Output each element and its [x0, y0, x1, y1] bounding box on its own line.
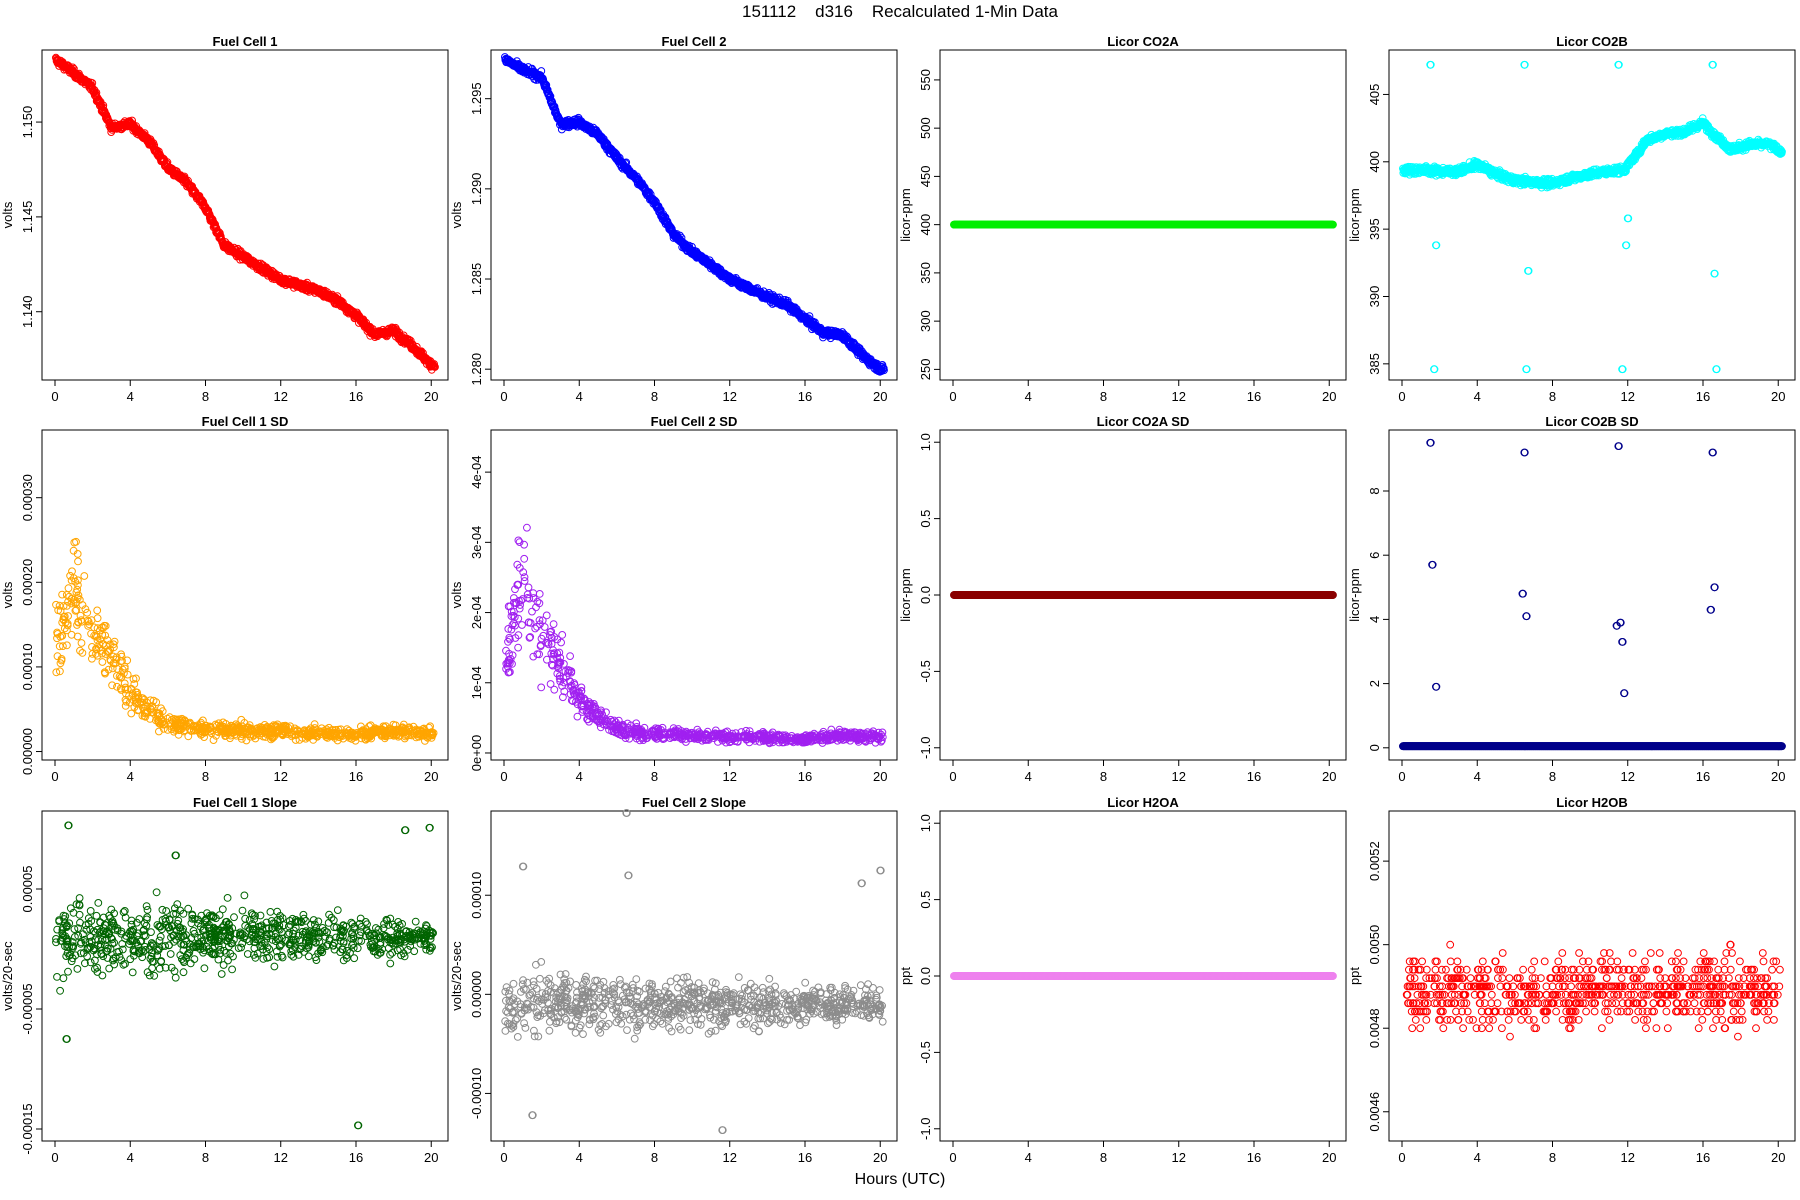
panel-1: Fuel Cell 2 0 4 8 12 16 20 1.280 1.285 1.290 1.295…	[449, 34, 898, 404]
panel-title: Fuel Cell 1 SD	[202, 414, 289, 429]
x-tick-label: 16	[349, 769, 363, 784]
panel-4: Fuel Cell 1 SD 0 4 8 12 16 20 0.00000 0.00010 0.0…	[0, 414, 449, 784]
data-point	[92, 88, 101, 97]
x-tick-label: 8	[202, 389, 209, 404]
x-tick-label: 8	[1100, 389, 1107, 404]
x-tick-label: 4	[127, 769, 134, 784]
x-tick-label: 20	[1771, 389, 1785, 404]
x-tick-label: 4	[1474, 389, 1481, 404]
x-tick-label: 8	[1549, 389, 1556, 404]
data-point	[1430, 365, 1439, 374]
y-tick-label: 400	[1367, 151, 1382, 173]
x-tick-label: 12	[274, 389, 288, 404]
data-point	[1622, 241, 1631, 250]
data-points	[950, 220, 1337, 229]
data-point	[211, 220, 220, 229]
x-tick-label: 20	[1322, 389, 1336, 404]
y-tick-label: 250	[918, 359, 933, 381]
y-tick-label: 0.00030	[20, 474, 35, 521]
y-tick-label: 400	[918, 214, 933, 236]
y-tick-label: 500	[918, 117, 933, 139]
y-tick-label: 385	[1367, 353, 1382, 375]
x-tick-label: 20	[873, 389, 887, 404]
data-points	[501, 53, 888, 376]
x-tick-label: 20	[424, 389, 438, 404]
panel-2: Licor CO2A 0 4 8 12 16 20 250 300 350 400 450 500 550…	[898, 34, 1347, 404]
y-tick-label: 0.00010	[20, 643, 35, 690]
y-tick-label: 395	[1367, 218, 1382, 240]
main-title: 151112 d316 Recalculated 1-Min Data	[742, 2, 1058, 21]
y-tick-label: 300	[918, 310, 933, 332]
y-axis-label: licor-ppm	[1347, 188, 1362, 241]
y-axis-label: volts	[449, 201, 464, 228]
x-tick-label: 12	[1621, 389, 1635, 404]
plot-frame	[939, 49, 1347, 381]
x-tick-label: 8	[202, 769, 209, 784]
plot-frame	[1388, 49, 1796, 381]
x-tick-label: 12	[274, 769, 288, 784]
x-tick-label: 0	[51, 769, 58, 784]
data-point	[430, 360, 439, 368]
data-point	[88, 79, 97, 87]
y-axis-label: volts	[0, 581, 15, 608]
y-tick-label: 1.140	[20, 295, 35, 328]
x-tick-label: 0	[51, 389, 58, 404]
panel-title: Licor CO2B	[1556, 34, 1628, 49]
x-tick-label: 16	[1696, 389, 1710, 404]
panel-0: Fuel Cell 1 0 4 8 12 16 20 1.140 1.145 1.150 volts	[0, 34, 449, 404]
x-tick-label: 4	[576, 389, 583, 404]
y-axis-label: volts	[0, 201, 15, 228]
x-tick-label: 4	[1025, 389, 1032, 404]
y-tick-label: 1.145	[20, 201, 35, 234]
y-tick-label: 0.00020	[20, 559, 35, 606]
x-tick-label: 0	[949, 389, 956, 404]
data-points	[1399, 60, 1786, 374]
y-tick-label: 405	[1367, 84, 1382, 106]
data-point	[215, 228, 223, 236]
plot-frame	[41, 429, 449, 761]
y-tick-label: 1.150	[20, 106, 35, 139]
panel-3: Licor CO2B 0 4 8 12 16 20 385 390 395 400 405 licor-…	[1347, 34, 1796, 404]
plot-frame	[490, 49, 898, 381]
y-tick-label: 0.00000	[20, 728, 35, 775]
x-tick-label: 0	[500, 389, 507, 404]
data-point	[1432, 241, 1441, 250]
data-point	[1710, 269, 1719, 278]
panel-title: Licor CO2A	[1107, 34, 1179, 49]
x-tick-label: 0	[1398, 389, 1405, 404]
x-tick-label: 16	[349, 389, 363, 404]
y-tick-label: 350	[918, 262, 933, 284]
y-tick-label: 1.295	[469, 82, 484, 115]
x-tick-label: 12	[723, 389, 737, 404]
data-point	[90, 86, 99, 94]
y-tick-label: 390	[1367, 286, 1382, 308]
y-tick-label: 550	[918, 69, 933, 91]
x-tick-label: 16	[1247, 389, 1261, 404]
y-tick-label: 1.280	[469, 353, 484, 386]
x-tick-label: 20	[424, 769, 438, 784]
panel-title: Fuel Cell 2	[661, 34, 726, 49]
x-tick-label: 16	[798, 389, 812, 404]
data-point	[1520, 60, 1529, 69]
data-points	[52, 53, 439, 374]
y-tick-label: 1.290	[469, 173, 484, 206]
plot-frame	[41, 49, 449, 381]
x-tick-label: 8	[651, 389, 658, 404]
data-point	[431, 363, 439, 371]
panel-title: Fuel Cell 1	[212, 34, 277, 49]
data-point	[1522, 365, 1531, 374]
data-point	[1712, 365, 1721, 374]
y-tick-label: 1.285	[469, 263, 484, 296]
y-axis-label: licor-ppm	[898, 188, 913, 241]
data-points	[52, 537, 438, 745]
x-tick-label: 12	[1172, 389, 1186, 404]
y-tick-label: 450	[918, 166, 933, 188]
x-tick-label: 4	[127, 389, 134, 404]
